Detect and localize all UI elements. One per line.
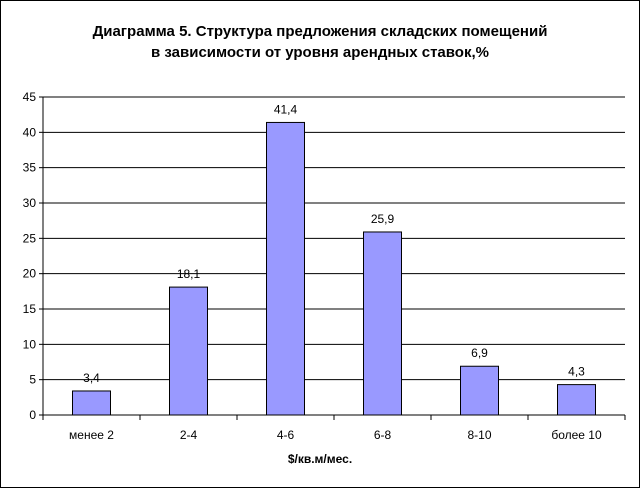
bar (72, 390, 111, 416)
bar-value-label: 25,9 (371, 212, 395, 226)
bar (460, 365, 499, 416)
y-tick-label: 20 (23, 267, 37, 281)
y-tick-label: 0 (29, 408, 36, 422)
bar-value-label: 3,4 (83, 371, 100, 385)
chart-title-line-2: в зависимости от уровня арендных ставок,… (151, 44, 489, 61)
y-axis-ticks: 0 5 10 15 20 25 30 35 40 45 (23, 90, 43, 422)
bar (266, 121, 305, 416)
x-tick-label: 4-6 (277, 428, 295, 442)
bar (169, 286, 208, 416)
x-axis-ticks: менее 2 2-4 4-6 6-8 8-10 более 10 (42, 415, 626, 442)
bar-value-label: 4,3 (568, 365, 585, 379)
x-tick-label: более 10 (551, 428, 602, 442)
y-tick-label: 30 (23, 196, 37, 210)
y-tick-label: 40 (23, 125, 37, 139)
value-labels: 3,4 18,1 41,4 25,9 6,9 4,3 (83, 102, 585, 385)
bar (557, 384, 596, 416)
bars (72, 121, 596, 416)
y-tick-label: 25 (23, 231, 37, 245)
x-tick-label: 8-10 (467, 428, 491, 442)
y-tick-label: 5 (29, 373, 36, 387)
y-tick-label: 15 (23, 302, 37, 316)
x-tick-label: менее 2 (69, 428, 114, 442)
chart-title-line-1: Диаграмма 5. Структура предложения склад… (93, 23, 548, 40)
bar-value-label: 6,9 (471, 346, 488, 360)
y-tick-label: 35 (23, 161, 37, 175)
bar-value-label: 41,4 (274, 102, 298, 116)
x-tick-label: 6-8 (374, 428, 392, 442)
bar-value-label: 18,1 (177, 267, 201, 281)
bar (363, 231, 402, 416)
axes (42, 97, 625, 416)
x-axis-label: $/кв.м/мес. (288, 452, 352, 466)
y-tick-label: 10 (23, 337, 37, 351)
y-tick-label: 45 (23, 90, 37, 104)
chart-title: Диаграмма 5. Структура предложения склад… (93, 23, 548, 61)
gridlines (43, 96, 625, 381)
x-tick-label: 2-4 (180, 428, 198, 442)
